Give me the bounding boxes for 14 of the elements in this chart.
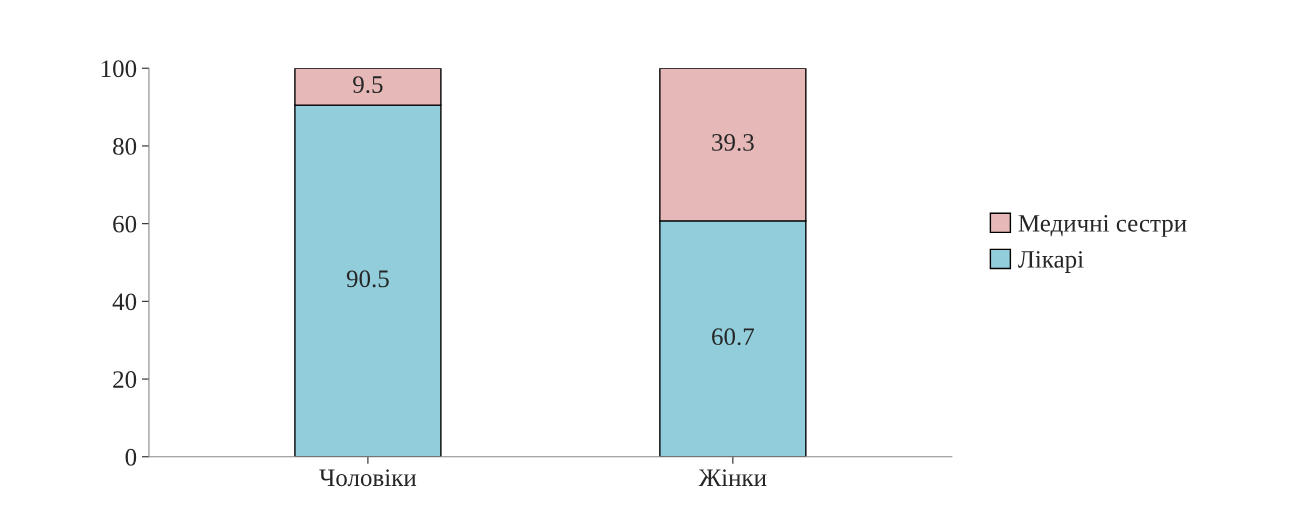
y-tick-label: 0 <box>125 448 137 466</box>
data-label: 60.7 <box>712 328 755 346</box>
y-tick-label: 100 <box>101 60 137 78</box>
legend-label: Медичні сестри <box>1018 214 1187 237</box>
x-tick-label: Чоловіки <box>319 469 417 487</box>
x-tick-label: Жінки <box>698 469 767 486</box>
y-tick-label: 60 <box>113 215 137 233</box>
y-tick-label: 40 <box>112 293 137 311</box>
y-tick-label: 20 <box>113 371 137 388</box>
data-label: 90.5 <box>346 270 389 288</box>
data-label: 39.3 <box>712 134 754 151</box>
legend-label: Лікарі <box>1018 251 1084 273</box>
data-label: 9.5 <box>353 76 383 94</box>
y-tick-label: 80 <box>113 138 137 155</box>
